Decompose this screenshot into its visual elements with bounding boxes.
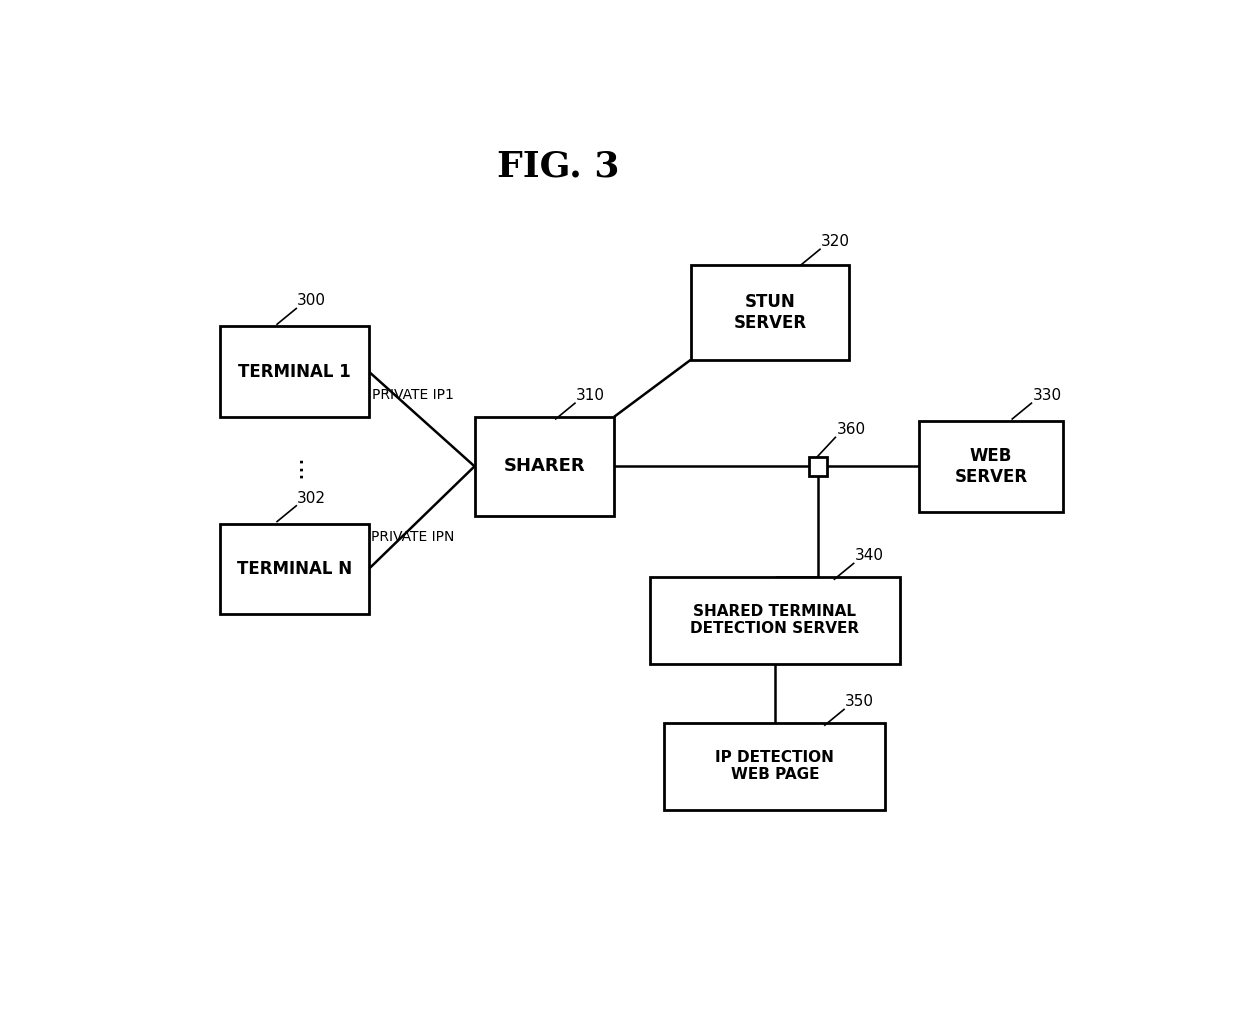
Bar (219, 524, 368, 614)
Text: 350: 350 (844, 694, 874, 709)
Text: WEB
SERVER: WEB SERVER (955, 447, 1028, 486)
Bar (691, 265, 849, 360)
Text: TERMINAL N: TERMINAL N (237, 560, 352, 578)
Text: IP DETECTION
WEB PAGE: IP DETECTION WEB PAGE (715, 750, 835, 782)
Text: 360: 360 (837, 421, 867, 437)
Text: TERMINAL 1: TERMINAL 1 (238, 363, 351, 380)
Bar (810, 457, 827, 476)
Text: FIG. 3: FIG. 3 (497, 150, 620, 183)
Text: 310: 310 (575, 388, 605, 403)
Bar (919, 421, 1063, 511)
Text: ...: ... (283, 454, 306, 479)
Bar (219, 326, 368, 417)
Text: 340: 340 (854, 548, 884, 564)
Text: 320: 320 (821, 235, 849, 249)
Text: PRIVATE IP1: PRIVATE IP1 (372, 388, 454, 402)
Text: 302: 302 (298, 491, 326, 505)
Text: PRIVATE IPN: PRIVATE IPN (371, 530, 454, 543)
Bar (665, 723, 885, 810)
Text: STUN
SERVER: STUN SERVER (734, 293, 806, 332)
Text: SHARED TERMINAL
DETECTION SERVER: SHARED TERMINAL DETECTION SERVER (691, 604, 859, 637)
Text: 330: 330 (1033, 388, 1061, 403)
Text: SHARER: SHARER (503, 457, 585, 476)
Bar (650, 577, 900, 663)
Text: 300: 300 (298, 293, 326, 309)
Bar (475, 417, 614, 516)
